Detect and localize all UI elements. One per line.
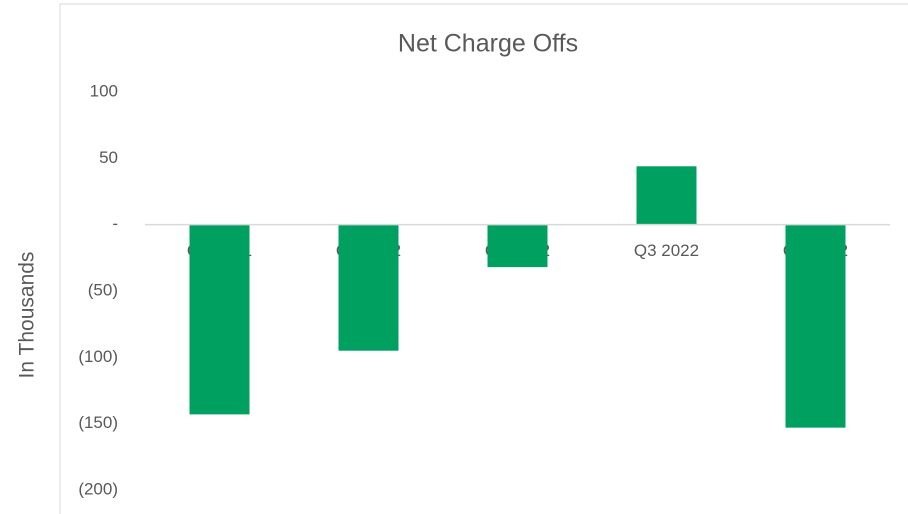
- y-tick-label: (50): [88, 280, 118, 299]
- y-axis-label: In Thousands: [16, 252, 39, 379]
- bar: [785, 224, 846, 428]
- bar: [338, 224, 399, 351]
- y-tick-label: 50: [99, 148, 118, 167]
- y-tick-label: 100: [90, 81, 118, 100]
- bar: [487, 224, 548, 268]
- bar: [189, 224, 250, 415]
- chart-title: Net Charge Offs: [398, 30, 578, 58]
- y-tick-label: -: [112, 214, 118, 233]
- bar: [636, 166, 697, 225]
- y-tick-label: (200): [78, 479, 118, 498]
- y-tick-label: (150): [78, 413, 118, 432]
- y-tick-label: (100): [78, 347, 118, 366]
- x-tick-label: Q3 2022: [634, 241, 699, 260]
